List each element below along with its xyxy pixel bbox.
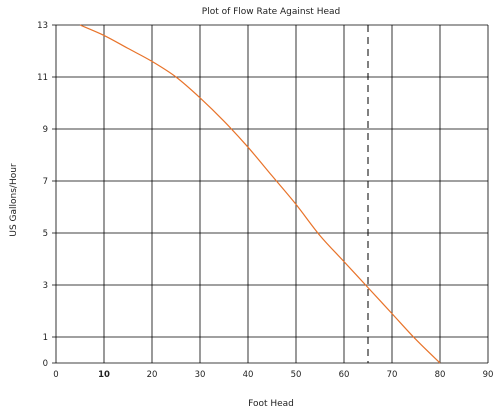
x-tick-label: 30 (195, 370, 206, 380)
x-tick-label: 90 (483, 370, 494, 380)
y-tick-label: 7 (43, 177, 48, 187)
x-tick-label: 10 (98, 370, 110, 380)
y-tick-label: 11 (37, 73, 48, 83)
series-layer (79, 24, 441, 364)
y-tick-label: 9 (43, 125, 48, 135)
grid (52, 24, 489, 364)
chart-title: Plot of Flow Rate Against Head (202, 7, 340, 17)
x-tick-label: 20 (147, 370, 158, 380)
y-tick-label: 0 (43, 359, 48, 369)
x-tick-label: 40 (243, 370, 254, 380)
y-tick-label: 13 (37, 21, 48, 31)
x-tick-label: 60 (339, 370, 350, 380)
x-tick-label: 70 (387, 370, 398, 380)
x-tick-label: 80 (435, 370, 446, 380)
flow-rate-curve (79, 24, 441, 364)
x-tick-label: 50 (291, 370, 302, 380)
y-tick-label: 1 (43, 333, 48, 343)
y-tick-label: 3 (43, 281, 48, 291)
x-axis-label: Foot Head (248, 399, 294, 409)
x-tick-label: 0 (53, 370, 58, 380)
y-axis-label: US Gallons/Hour (9, 163, 19, 237)
y-tick-label: 5 (43, 229, 48, 239)
